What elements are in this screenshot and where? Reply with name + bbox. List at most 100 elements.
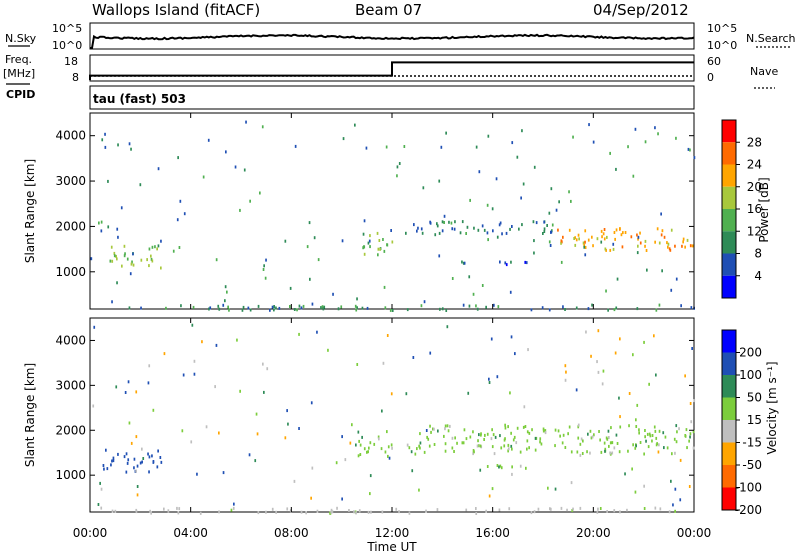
data-cell: [133, 457, 136, 461]
speckle-cell: [548, 240, 551, 244]
data-cell: [465, 508, 468, 512]
speckle-cell: [675, 136, 677, 140]
speckle-cell: [256, 432, 259, 436]
data-cell: [131, 260, 133, 264]
colorbar-tick-label: 15: [747, 413, 762, 427]
cpid-panel: tau (fast) 503: [89, 85, 695, 110]
data-cell: [658, 443, 660, 447]
data-cell: [459, 231, 462, 235]
speckle-cell: [564, 378, 567, 382]
data-cell: [636, 233, 638, 237]
data-cell: [113, 254, 116, 258]
speckle-cell: [93, 325, 96, 329]
data-cell: [646, 432, 649, 436]
data-cell: [218, 307, 221, 311]
data-cell: [485, 509, 487, 513]
speckle-cell: [660, 212, 662, 216]
data-cell: [658, 241, 661, 245]
speckle-cell: [157, 167, 160, 171]
data-cell: [114, 509, 117, 513]
data-cell: [643, 452, 645, 456]
speckle-cell: [674, 487, 677, 491]
colorbar-tick-label: 50: [747, 391, 762, 405]
data-cell: [368, 446, 370, 450]
data-cell: [406, 308, 409, 312]
data-cell: [609, 441, 612, 445]
speckle-cell: [193, 372, 196, 376]
data-cell: [257, 511, 260, 515]
speckle-cell: [631, 467, 633, 471]
data-cell: [115, 254, 117, 258]
data-cell: [500, 446, 503, 450]
data-cell: [410, 450, 413, 454]
speckle-cell: [643, 340, 645, 344]
speckle-cell: [619, 337, 621, 341]
speckle-cell: [263, 264, 265, 268]
speckle-cell: [193, 359, 196, 363]
data-cell: [450, 221, 453, 225]
data-cell: [576, 450, 579, 454]
data-cell: [453, 227, 456, 231]
data-cell: [475, 304, 477, 308]
colorbar-tick-label: -200: [735, 503, 762, 517]
data-cell: [112, 456, 115, 460]
data-cell: [271, 507, 274, 511]
noise-tick-right-high: 10^5: [707, 22, 737, 35]
data-cell: [603, 228, 606, 231]
data-cell: [584, 246, 587, 249]
data-cell: [408, 446, 411, 450]
data-cell: [508, 507, 511, 511]
data-cell: [591, 435, 594, 439]
data-cell: [686, 238, 689, 242]
data-cell: [562, 305, 564, 309]
speckle-cell: [128, 421, 131, 425]
x-tick-label: 00:00: [73, 526, 108, 540]
data-cell: [530, 511, 533, 515]
speckle-cell: [425, 429, 428, 432]
data-cell: [265, 510, 267, 514]
colorbar-tick-label: 200: [739, 346, 762, 360]
data-cell: [146, 258, 148, 262]
data-cell: [355, 308, 358, 312]
x-tick-label: 12:00: [375, 526, 410, 540]
data-cell: [436, 222, 438, 226]
data-cell: [603, 237, 606, 241]
speckle-cell: [130, 147, 132, 151]
speckle-cell: [657, 450, 660, 454]
data-cell: [554, 428, 557, 432]
data-cell: [540, 442, 543, 446]
data-cell: [570, 450, 573, 454]
data-cell: [208, 307, 210, 311]
speckle-cell: [679, 498, 682, 502]
data-cell: [127, 458, 130, 462]
data-cell: [577, 423, 580, 427]
data-cell: [568, 228, 571, 232]
data-cell: [439, 307, 441, 311]
data-cell: [608, 444, 610, 448]
data-cell: [544, 431, 547, 435]
speckle-cell: [446, 325, 449, 329]
speckle-cell: [496, 375, 499, 379]
speckle-cell: [478, 170, 481, 174]
data-cell: [451, 446, 454, 450]
data-cell: [528, 431, 531, 435]
data-cell: [691, 244, 694, 248]
data-cell: [574, 243, 577, 247]
data-cell: [655, 436, 658, 440]
data-cell: [493, 452, 496, 456]
speckle-cell: [111, 300, 113, 304]
speckle-cell: [308, 221, 311, 225]
data-cell: [531, 428, 533, 432]
data-cell: [499, 464, 502, 468]
speckle-cell: [386, 334, 389, 337]
data-cell: [106, 467, 109, 471]
data-cell: [378, 239, 381, 242]
data-cell: [561, 441, 564, 445]
data-cell: [637, 237, 639, 241]
data-cell: [606, 235, 608, 239]
data-cell: [484, 433, 486, 437]
colorbar-tick-label: 24: [747, 158, 762, 172]
data-cell: [465, 437, 468, 441]
data-cell: [331, 510, 334, 514]
data-cell: [222, 303, 225, 307]
